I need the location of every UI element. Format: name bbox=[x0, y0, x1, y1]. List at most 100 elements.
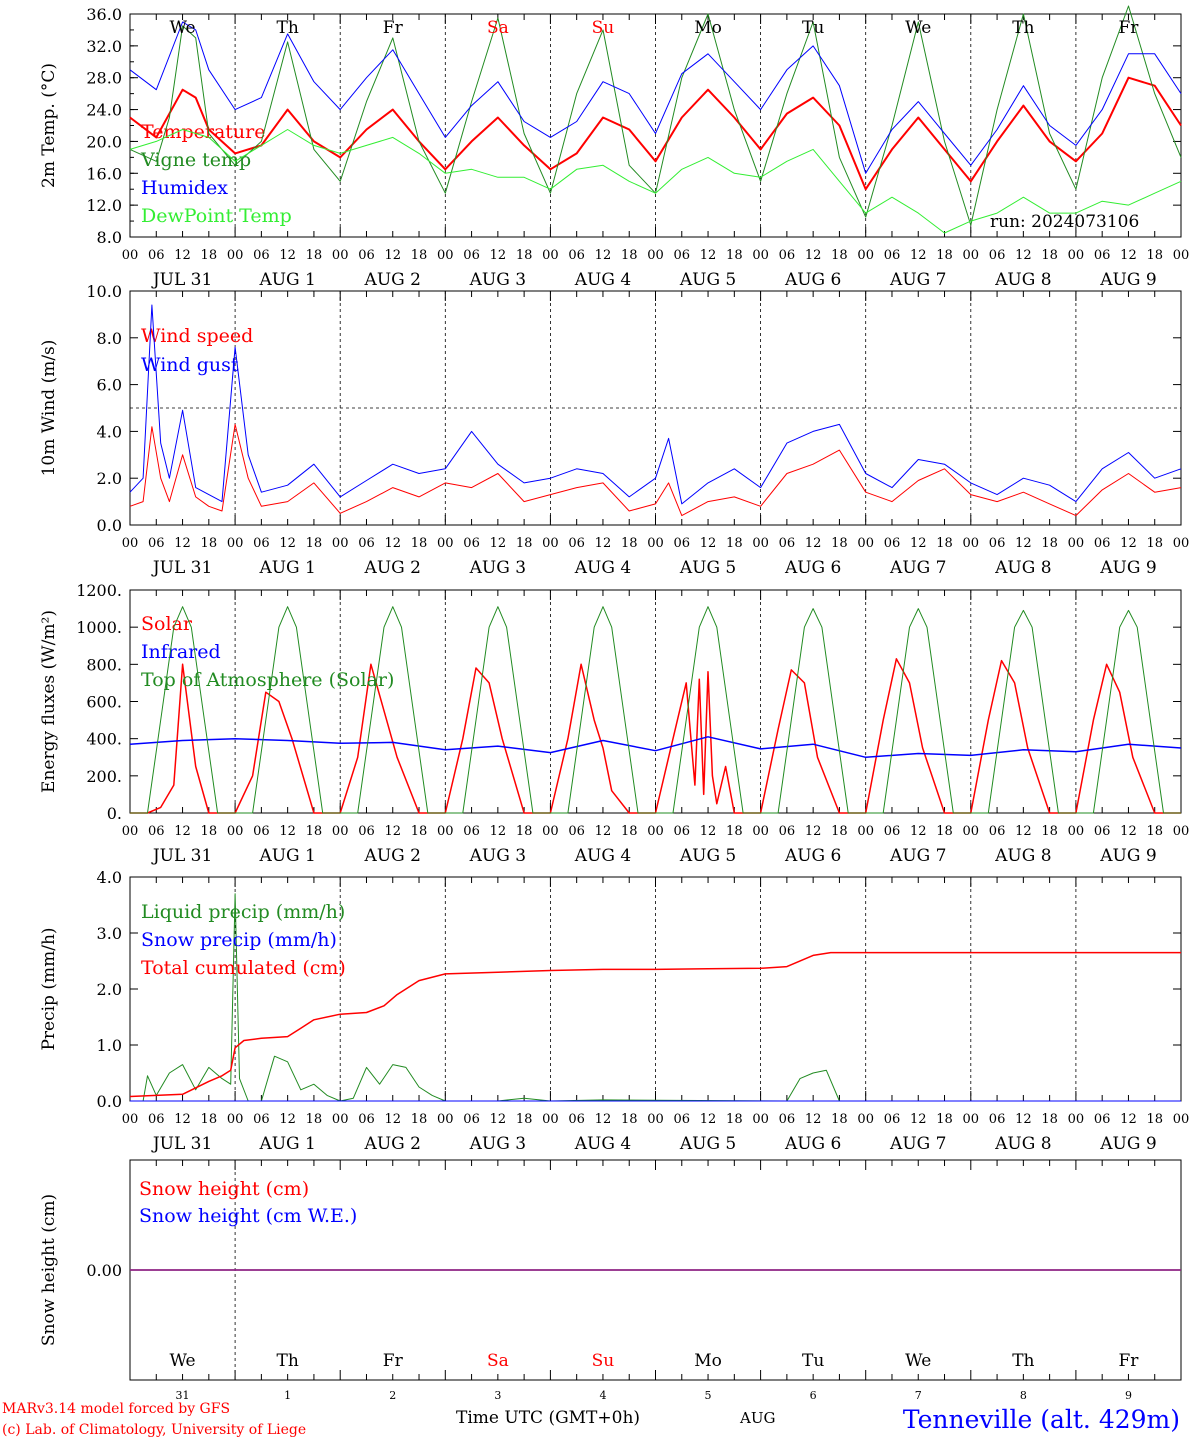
x-hour-tick-label: 18 bbox=[411, 248, 428, 263]
x-day-tick-label: AUG 5 bbox=[679, 270, 736, 290]
y-tick-label: 2.0 bbox=[97, 980, 122, 999]
x-day-tick-label: AUG 6 bbox=[784, 1134, 841, 1154]
x-hour-tick-label: 12 bbox=[1120, 248, 1137, 263]
series-line-2 bbox=[129, 5, 1182, 226]
x-day-tick-label: AUG 6 bbox=[784, 846, 841, 866]
x-hour-tick-label: 00 bbox=[752, 1112, 769, 1127]
x-day-tick-label: AUG 7 bbox=[889, 846, 946, 866]
x-day-tick-label: JUL 31 bbox=[151, 558, 212, 578]
y-tick-label: 36.0 bbox=[86, 5, 122, 24]
x-hour-tick-label: 00 bbox=[542, 536, 559, 551]
x-hour-tick-label: 06 bbox=[358, 1112, 375, 1127]
legend-entry: Total cumulated (cm) bbox=[141, 957, 346, 979]
y-tick-label: 32.0 bbox=[86, 37, 122, 56]
model-credit-line1: MARv3.14 model forced by GFS bbox=[2, 1401, 230, 1417]
x-day-tick-label: AUG 4 bbox=[574, 558, 631, 578]
x-hour-tick-label: 12 bbox=[910, 824, 927, 839]
x-day-tick-label: AUG 1 bbox=[258, 846, 315, 866]
x-hour-tick-label: 06 bbox=[989, 824, 1006, 839]
x-hour-tick-label: 18 bbox=[516, 248, 533, 263]
x-hour-tick-label: 12 bbox=[700, 824, 717, 839]
legend-entry: DewPoint Temp bbox=[141, 205, 292, 227]
x-hour-tick-label: 00 bbox=[332, 248, 349, 263]
x-hour-tick-label: 06 bbox=[358, 536, 375, 551]
x-hour-tick-label: 12 bbox=[384, 248, 401, 263]
x-hour-tick-label: 18 bbox=[1146, 1112, 1163, 1127]
x-day-tick-label: AUG 7 bbox=[889, 1134, 946, 1154]
x-hour-tick-label: 12 bbox=[595, 536, 612, 551]
weekday-label: Tu bbox=[802, 18, 824, 38]
model-credit-line2: (c) Lab. of Climatology, University of L… bbox=[2, 1422, 306, 1438]
day-number-label: 9 bbox=[1125, 1389, 1132, 1402]
x-hour-tick-label: 06 bbox=[148, 824, 165, 839]
station-name: Tenneville (alt. 429m) bbox=[903, 1405, 1180, 1434]
x-hour-tick-label: 12 bbox=[384, 824, 401, 839]
x-hour-tick-label: 12 bbox=[595, 824, 612, 839]
day-number-label: 2 bbox=[389, 1389, 396, 1402]
x-hour-tick-label: 06 bbox=[148, 1112, 165, 1127]
x-hour-tick-label: 00 bbox=[857, 536, 874, 551]
x-hour-tick-label: 06 bbox=[674, 1112, 691, 1127]
y-tick-label: 24.0 bbox=[86, 101, 122, 120]
x-hour-tick-label: 00 bbox=[647, 248, 664, 263]
x-hour-tick-label: 12 bbox=[490, 536, 507, 551]
plot-frame bbox=[129, 589, 1182, 814]
weekday-label: Th bbox=[277, 18, 299, 38]
x-hour-tick-label: 00 bbox=[1068, 824, 1085, 839]
x-hour-tick-label: 00 bbox=[437, 536, 454, 551]
x-day-tick-label: AUG 8 bbox=[994, 1134, 1051, 1154]
x-hour-tick-label: 00 bbox=[1173, 824, 1190, 839]
footer: MARv3.14 model forced by GFS (c) Lab. of… bbox=[2, 1401, 1180, 1438]
y-tick-label: 400. bbox=[86, 730, 122, 749]
x-hour-tick-label: 06 bbox=[1094, 824, 1111, 839]
time-axis-label: Time UTC (GMT+0h) bbox=[456, 1408, 640, 1428]
weekday-label: Th bbox=[1012, 1351, 1034, 1371]
legend-entry: Snow precip (mm/h) bbox=[141, 929, 337, 951]
x-hour-tick-label: 00 bbox=[963, 248, 980, 263]
x-hour-tick-label: 06 bbox=[779, 1112, 796, 1127]
x-hour-tick-label: 18 bbox=[1041, 536, 1058, 551]
x-hour-tick-label: 18 bbox=[831, 248, 848, 263]
x-hour-tick-label: 06 bbox=[568, 1112, 585, 1127]
x-hour-tick-label: 00 bbox=[857, 1112, 874, 1127]
x-hour-tick-label: 00 bbox=[647, 1112, 664, 1127]
x-hour-tick-label: 18 bbox=[621, 248, 638, 263]
day-number-label: 4 bbox=[599, 1389, 606, 1402]
x-hour-tick-label: 18 bbox=[831, 1112, 848, 1127]
x-day-tick-label: AUG 5 bbox=[679, 846, 736, 866]
x-hour-tick-label: 06 bbox=[463, 824, 480, 839]
x-day-tick-label: AUG 3 bbox=[469, 846, 526, 866]
x-hour-tick-label: 12 bbox=[805, 248, 822, 263]
x-day-tick-label: AUG 1 bbox=[258, 1134, 315, 1154]
x-hour-tick-label: 12 bbox=[595, 248, 612, 263]
weekday-label: Tu bbox=[802, 1351, 824, 1371]
x-hour-tick-label: 00 bbox=[963, 536, 980, 551]
x-hour-tick-label: 12 bbox=[1120, 1112, 1137, 1127]
x-hour-tick-label: 12 bbox=[279, 1112, 296, 1127]
y-tick-label: 8.0 bbox=[97, 228, 122, 247]
y-tick-label: 0.0 bbox=[97, 1092, 122, 1111]
x-day-tick-label: AUG 2 bbox=[364, 846, 421, 866]
x-hour-tick-label: 18 bbox=[201, 248, 218, 263]
x-hour-tick-label: 12 bbox=[910, 1112, 927, 1127]
weekday-label: Th bbox=[277, 1351, 299, 1371]
legend-entry: Humidex bbox=[141, 177, 228, 199]
y-tick-label: 6.0 bbox=[97, 376, 122, 395]
x-hour-tick-label: 00 bbox=[437, 248, 454, 263]
weekday-label: Su bbox=[592, 1351, 615, 1371]
x-hour-tick-label: 00 bbox=[647, 536, 664, 551]
day-number-label: 6 bbox=[810, 1389, 817, 1402]
y-tick-label: 3.0 bbox=[97, 924, 122, 943]
x-day-tick-label: AUG 2 bbox=[364, 270, 421, 290]
x-hour-tick-label: 06 bbox=[1094, 248, 1111, 263]
bottom-axis: We Th Fr Sa Su Mo Tu We Th Fr 31 1 2 3 4 5 6 7 8 9 bbox=[169, 1351, 1139, 1402]
y-tick-label: 12.0 bbox=[86, 196, 122, 215]
x-hour-tick-label: 06 bbox=[884, 248, 901, 263]
y-axis-label: 2m Temp. (°C) bbox=[39, 63, 59, 188]
x-hour-tick-label: 00 bbox=[437, 824, 454, 839]
x-day-tick-label: AUG 1 bbox=[258, 270, 315, 290]
x-day-tick-label: AUG 9 bbox=[1099, 1134, 1156, 1154]
x-hour-tick-label: 18 bbox=[621, 536, 638, 551]
x-hour-tick-label: 00 bbox=[857, 824, 874, 839]
